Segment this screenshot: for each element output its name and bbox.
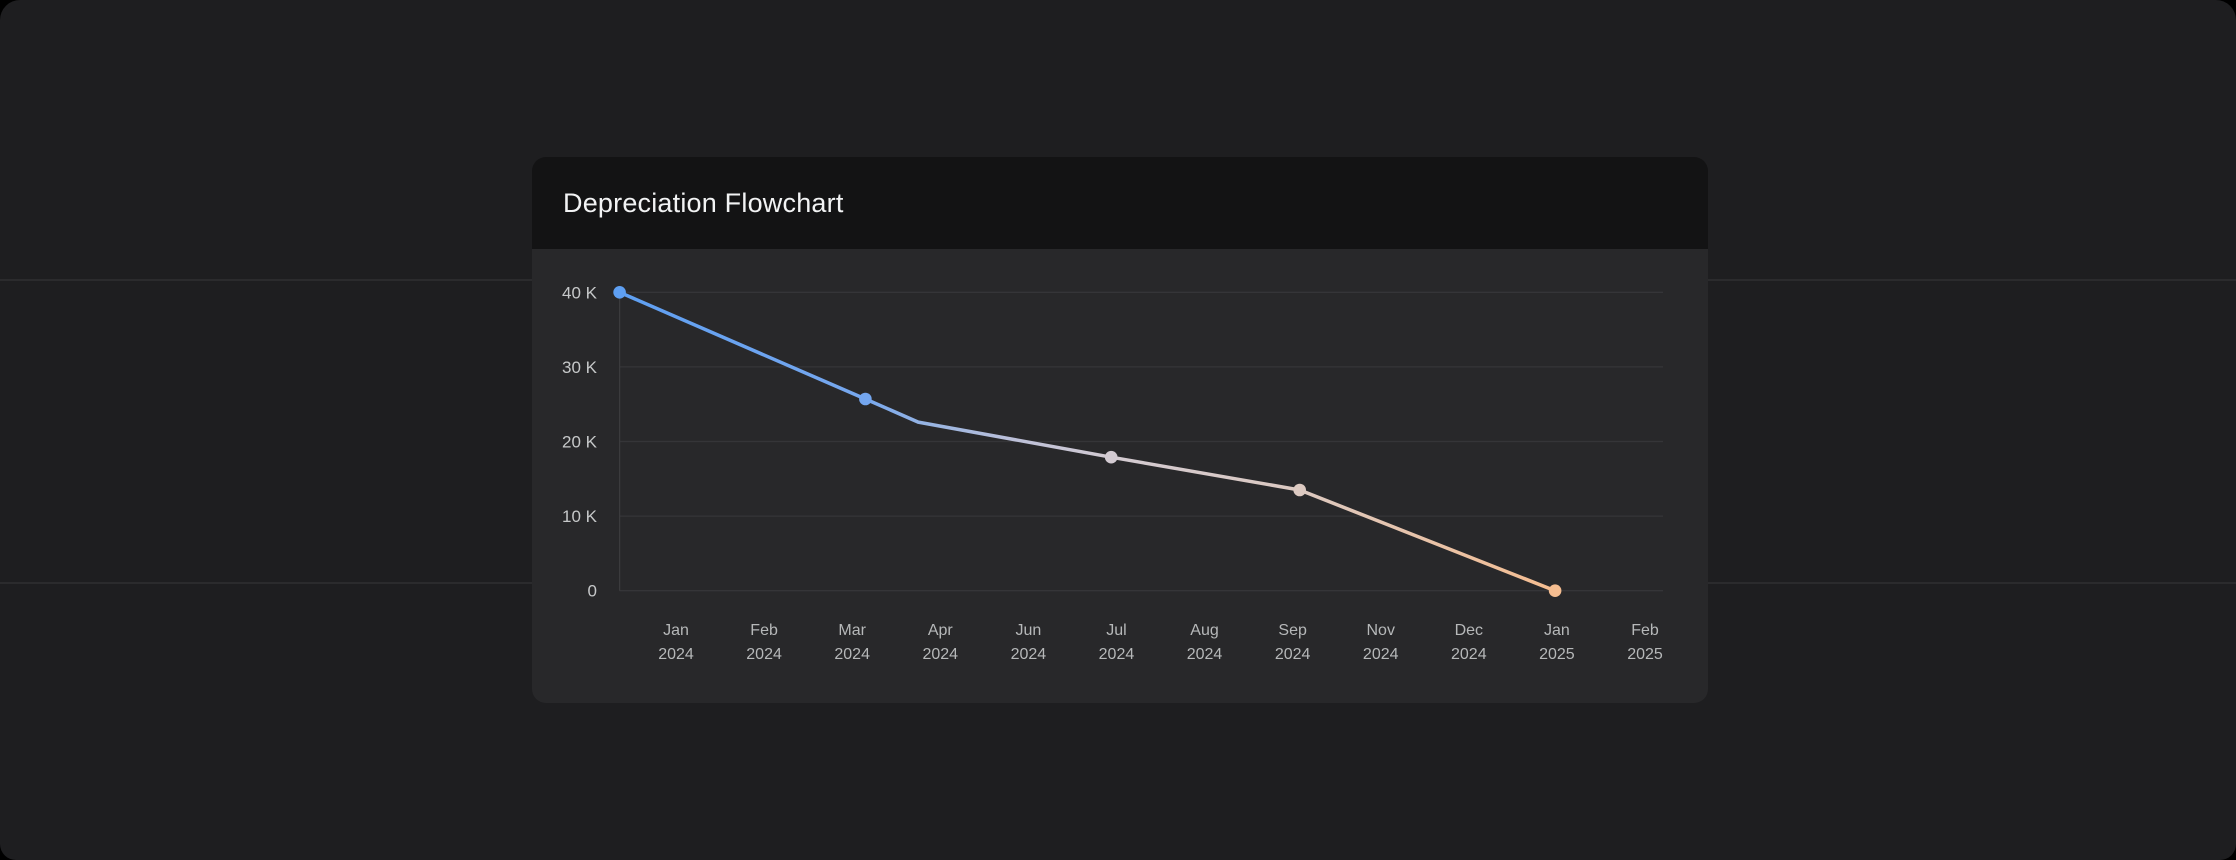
- x-axis-tick-month-label: Mar: [838, 622, 866, 639]
- x-axis-tick-year-label: 2024: [1363, 646, 1399, 663]
- x-axis-tick-month-label: Apr: [928, 622, 954, 639]
- depreciation-line-chart[interactable]: 40 K 30 K 20 K 10 K 0 Jan 2024 Feb 2024 Mar 2024 Ap…: [532, 249, 1708, 703]
- x-axis-tick-month-label: Nov: [1366, 622, 1394, 639]
- x-axis-tick-month-label: Sep: [1278, 622, 1307, 639]
- y-axis-tick-label: 20 K: [562, 433, 598, 452]
- x-axis-tick-month-label: Feb: [1631, 622, 1659, 639]
- x-axis-tick-month-label: Jun: [1015, 622, 1041, 639]
- y-axis-tick-label: 30 K: [562, 358, 598, 377]
- x-axis-tick-year-label: 2025: [1627, 646, 1663, 663]
- y-axis-tick-label: 40 K: [562, 283, 598, 302]
- x-axis-tick-year-label: 2024: [1099, 646, 1135, 663]
- y-axis-tick-label: 10 K: [562, 507, 598, 526]
- card-header: Depreciation Flowchart: [532, 157, 1708, 249]
- x-axis-tick-year-label: 2024: [834, 646, 870, 663]
- x-axis-tick-month-label: Jul: [1106, 622, 1126, 639]
- x-axis-tick-year-label: 2024: [1187, 646, 1223, 663]
- x-axis-tick-month-label: Jan: [663, 622, 689, 639]
- data-point-dot[interactable]: [613, 286, 626, 299]
- depreciation-flowchart-card: Depreciation Flowchart 40 K 30 K 20 K 10 K 0…: [532, 157, 1708, 703]
- x-axis-tick-year-label: 2025: [1539, 646, 1575, 663]
- card-body: 40 K 30 K 20 K 10 K 0 Jan 2024 Feb 2024 Mar 2024 Ap…: [532, 249, 1708, 703]
- x-axis-tick-month-label: Feb: [750, 622, 778, 639]
- card-title: Depreciation Flowchart: [563, 187, 844, 218]
- x-axis-tick-year-label: 2024: [658, 646, 694, 663]
- x-axis-tick-month-label: Jan: [1544, 622, 1570, 639]
- x-axis-tick-year-label: 2024: [1451, 646, 1487, 663]
- x-axis-tick-year-label: 2024: [1011, 646, 1047, 663]
- y-axis-tick-label: 0: [588, 582, 597, 601]
- x-axis-tick-month-label: Dec: [1455, 622, 1483, 639]
- x-axis-tick-year-label: 2024: [746, 646, 782, 663]
- data-point-dot[interactable]: [1293, 483, 1306, 497]
- x-axis-tick-month-label: Aug: [1190, 622, 1218, 639]
- data-point-dot[interactable]: [859, 392, 872, 406]
- x-axis-tick-year-label: 2024: [1275, 646, 1311, 663]
- data-point-dot[interactable]: [1548, 584, 1562, 597]
- depreciation-line: [617, 290, 1557, 593]
- data-point-dot[interactable]: [1104, 450, 1118, 464]
- x-axis-tick-year-label: 2024: [922, 646, 958, 663]
